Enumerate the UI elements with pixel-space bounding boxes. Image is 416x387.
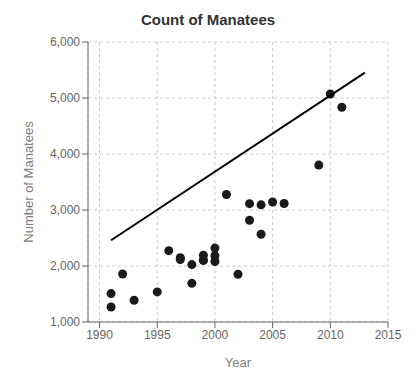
html-text:Count of Manatees: Count of Manatees — [140, 11, 276, 28]
svg-text:2000: 2000 — [202, 328, 229, 342]
svg-text:Year: Year — [225, 355, 252, 370]
svg-text:Number of Manatees: Number of Manatees — [21, 121, 36, 243]
svg-text:5,000: 5,000 — [50, 91, 80, 105]
svg-text:2010: 2010 — [317, 328, 344, 342]
svg-text:1995: 1995 — [144, 328, 171, 342]
svg-text:1,000: 1,000 — [50, 315, 80, 329]
svg-text:2005: 2005 — [259, 328, 286, 342]
svg-text:4,000: 4,000 — [50, 147, 80, 161]
svg-text:6,000: 6,000 — [50, 35, 80, 49]
svg-text:1990: 1990 — [86, 328, 113, 342]
svg-text:2015: 2015 — [375, 328, 402, 342]
svg-text:3,000: 3,000 — [50, 203, 80, 217]
svg-text:2,000: 2,000 — [50, 259, 80, 273]
